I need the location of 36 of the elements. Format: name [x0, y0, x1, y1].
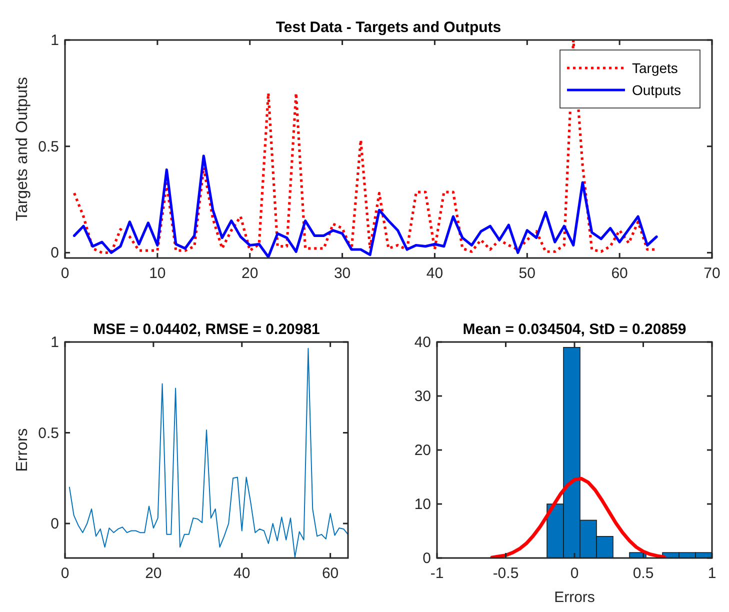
x-tick-label: -0.5 — [492, 565, 519, 582]
x-axis-title: Errors — [554, 589, 595, 606]
x-tick-label: 20 — [242, 265, 258, 282]
x-tick-label: 60 — [611, 265, 628, 282]
x-tick-label: -1 — [430, 565, 444, 582]
y-tick-label: 0 — [50, 244, 59, 262]
x-tick-label: 10 — [149, 265, 166, 282]
x-tick-label: 60 — [322, 565, 339, 582]
chart-title: MSE = 0.04402, RMSE = 0.20981 — [93, 321, 320, 338]
y-axis-title: Targets and Outputs — [14, 76, 31, 222]
y-tick-label: 0.5 — [38, 424, 59, 442]
x-tick-label: 20 — [145, 565, 162, 582]
x-tick-label: 70 — [704, 265, 720, 282]
x-tick-label: 30 — [334, 265, 351, 282]
x-tick-label: 0 — [570, 565, 579, 582]
x-tick-label: 40 — [234, 565, 250, 582]
chart-title: Mean = 0.034504, StD = 0.20859 — [462, 321, 686, 338]
x-tick-label: 0.5 — [632, 565, 654, 582]
y-tick-label: 0.5 — [38, 138, 59, 156]
chart-title: Test Data - Targets and Outputs — [276, 19, 502, 36]
y-tick-label: 0 — [422, 550, 431, 567]
legend-label: Targets — [632, 60, 678, 76]
y-tick-label: 1 — [50, 32, 59, 49]
line-series — [72, 154, 658, 258]
y-tick-label: 20 — [414, 442, 431, 459]
y-tick-label: 0 — [50, 516, 59, 533]
x-tick-label: 50 — [518, 265, 536, 282]
y-tick-label: 1 — [50, 334, 59, 351]
y-tick-label: 40 — [414, 334, 431, 351]
legend-label: Outputs — [632, 82, 682, 98]
x-tick-label: 40 — [426, 265, 444, 282]
y-tick-label: 10 — [414, 496, 431, 513]
line-series — [68, 348, 348, 558]
y-tick-label: 30 — [414, 388, 431, 405]
y-axis-title: Errors — [14, 428, 31, 472]
x-tick-label: 1 — [708, 565, 716, 582]
